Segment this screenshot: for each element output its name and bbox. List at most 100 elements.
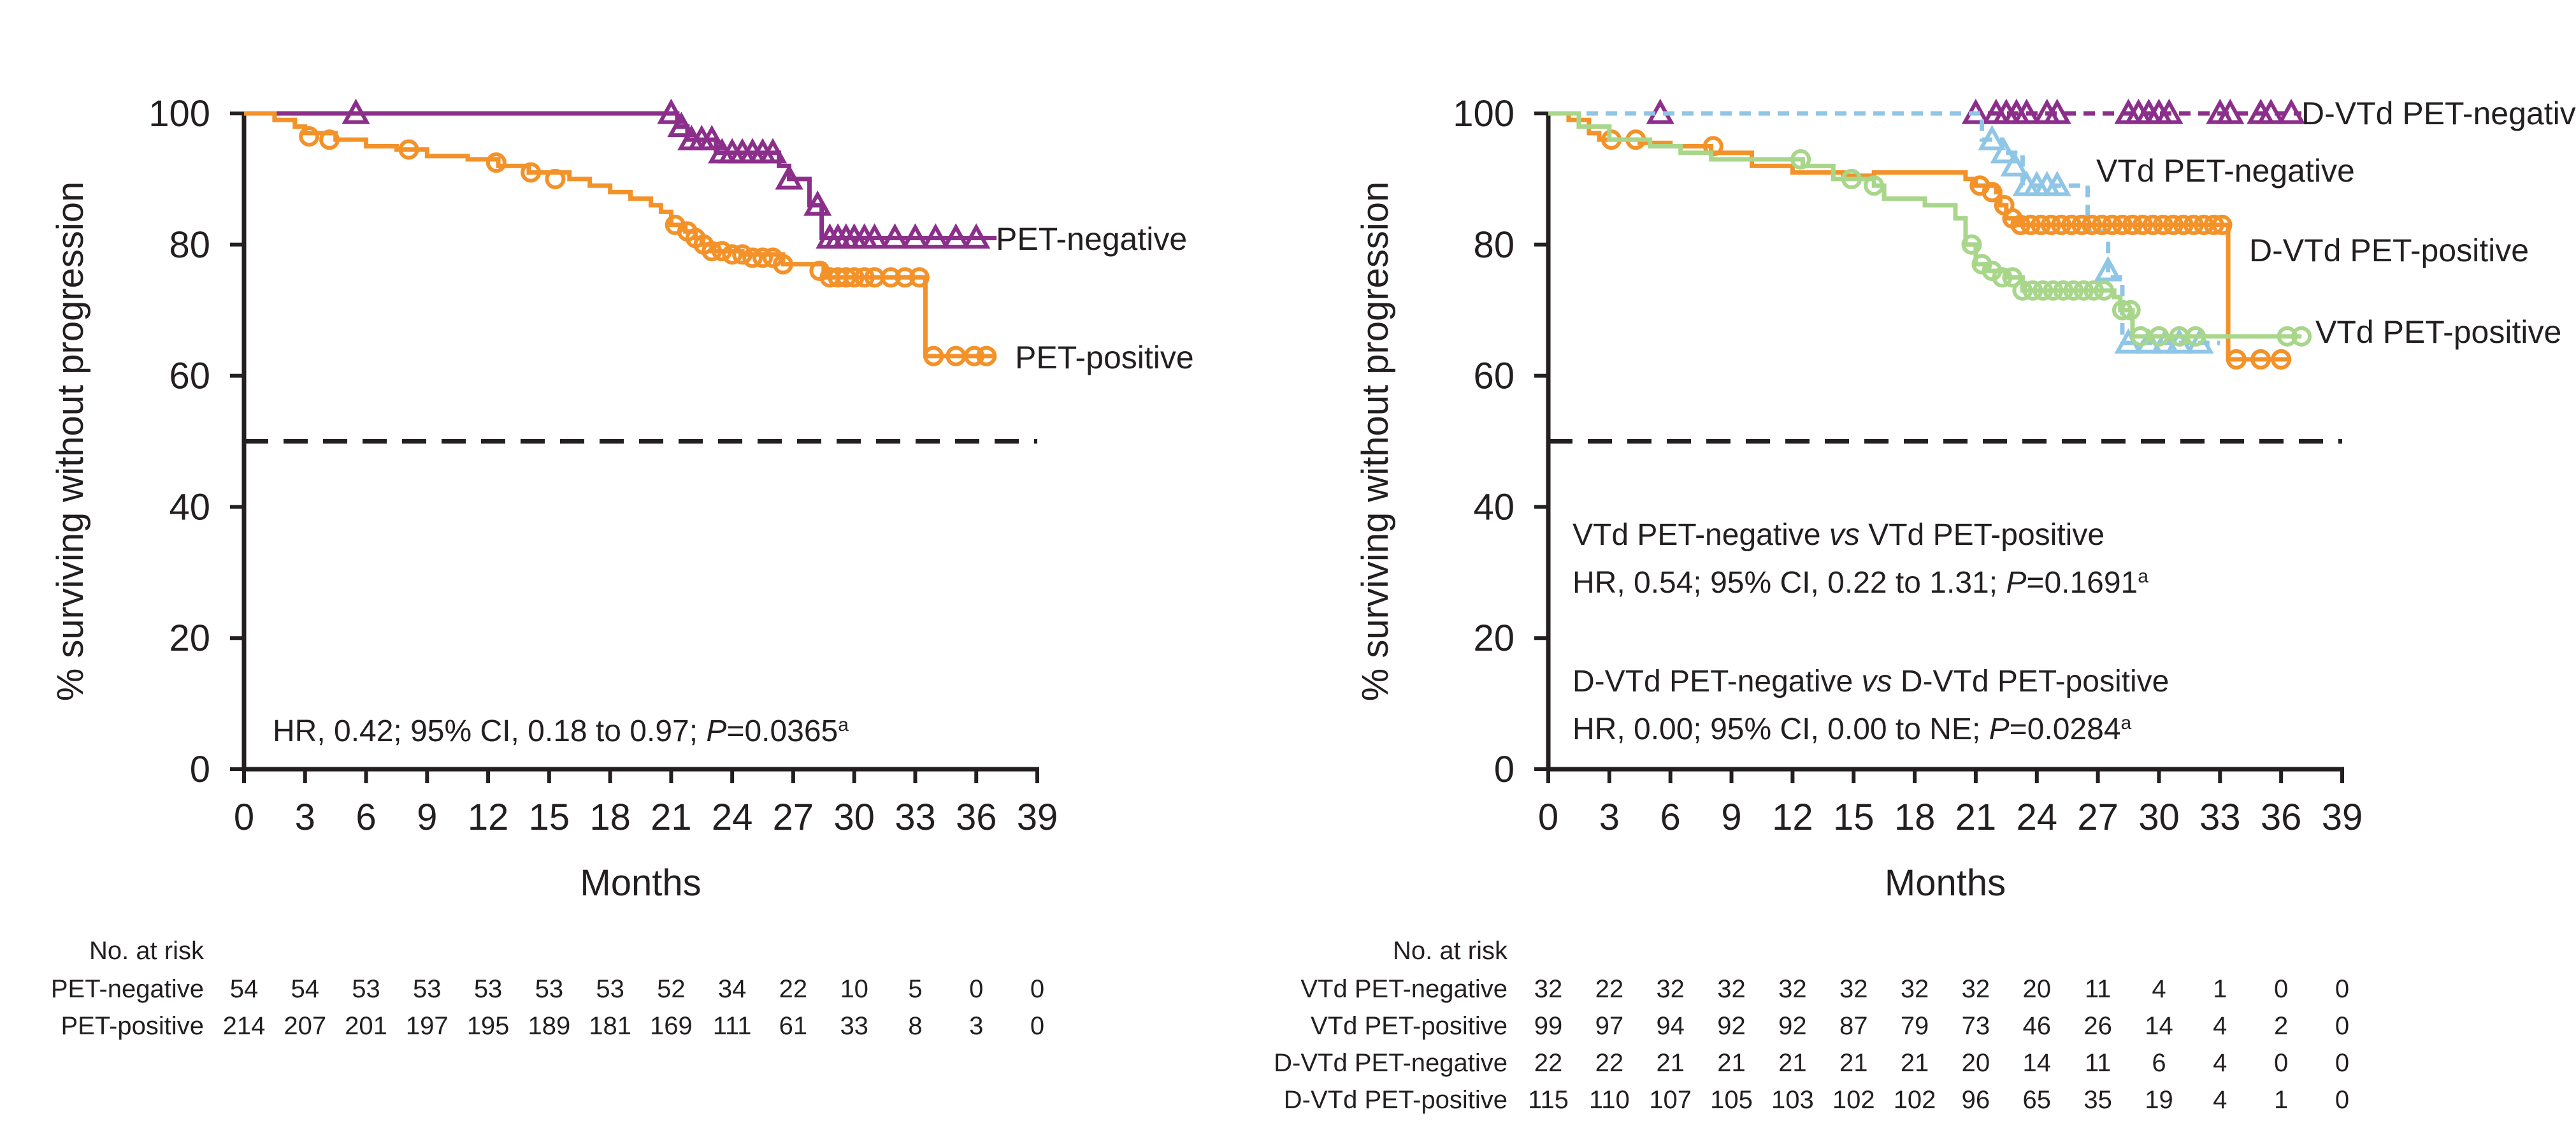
risk-count: 32 [1778, 975, 1807, 1003]
series-pet-negative [244, 98, 997, 249]
censor-mark [2073, 280, 2094, 301]
comparison-title-part: vs [1829, 518, 1860, 552]
censor-mark [2033, 280, 2054, 301]
risk-count: 22 [1595, 1049, 1624, 1077]
risk-count: 0 [1030, 975, 1044, 1003]
hazard-ratio-annotation-part: a [838, 714, 849, 735]
censor-mark [2051, 214, 2072, 235]
comparison-title: VTd PET-negative vs VTd PET-positive [1572, 518, 2105, 552]
censor-mark [702, 241, 723, 262]
risk-count: 0 [1030, 1012, 1044, 1040]
risk-count: 103 [1771, 1086, 1814, 1114]
censor-mark [854, 267, 875, 288]
censor-mark [742, 247, 763, 268]
y-tick-label: 80 [1473, 224, 1515, 266]
risk-count: 14 [2023, 1049, 2052, 1077]
censor-mark [342, 98, 370, 124]
legend-vtd-pet-negative: VTd PET-negative [2096, 153, 2355, 189]
censor-mark [2082, 214, 2103, 235]
x-axis-label: Months [1885, 862, 2006, 904]
hazard-ratio-annotation-part: a [2121, 712, 2132, 734]
x-tick-label: 6 [356, 797, 376, 838]
hazard-ratio-annotation-part: =0.1691 [2026, 566, 2138, 600]
censor-mark [732, 244, 753, 265]
x-tick-label: 18 [1894, 797, 1936, 838]
censor-mark [860, 223, 889, 249]
risk-count: 92 [1717, 1012, 1746, 1040]
x-tick-label: 30 [2138, 797, 2180, 838]
x-tick-label: 9 [417, 797, 437, 838]
legend-pet-positive: PET-positive [1015, 340, 1194, 375]
risk-count: 115 [1528, 1086, 1569, 1114]
risk-count: 102 [1832, 1086, 1875, 1114]
censor-mark [2071, 214, 2092, 235]
comparison-title: D-VTd PET-negative vs D-VTd PET-positive [1572, 665, 2169, 698]
censor-mark [657, 98, 686, 124]
risk-count: 107 [1649, 1086, 1692, 1114]
risk-count: 0 [2274, 1049, 2288, 1077]
censor-mark [2132, 214, 2153, 235]
censor-mark [2012, 280, 2033, 301]
censor-mark [909, 267, 930, 288]
risk-count: 4 [2213, 1086, 2227, 1114]
censor-mark [2183, 214, 2204, 235]
risk-count: 19 [2145, 1086, 2173, 1114]
risk-count: 2 [2274, 1012, 2288, 1040]
censor-mark [2148, 326, 2169, 347]
censor-mark [976, 345, 997, 366]
censor-mark [942, 223, 970, 249]
risk-count: 102 [1894, 1086, 1936, 1114]
censor-mark [803, 190, 832, 216]
risk-count: 32 [1717, 975, 1746, 1003]
censor-mark [2155, 98, 2184, 124]
risk-count: 54 [230, 975, 259, 1003]
risk-count: 33 [840, 1012, 868, 1040]
risk-row-label: D-VTd PET-positive [1284, 1086, 1507, 1114]
risk-count: 26 [2083, 1012, 2112, 1040]
hazard-ratio-annotation-part: =0.0365 [726, 714, 838, 748]
censor-mark [2257, 98, 2285, 124]
risk-count: 214 [223, 1012, 266, 1040]
censor-mark [545, 168, 566, 189]
risk-count: 53 [474, 975, 503, 1003]
risk-count: 32 [1656, 975, 1685, 1003]
x-tick-label: 0 [1538, 797, 1558, 838]
risk-count: 111 [713, 1012, 752, 1040]
censor-mark [2173, 214, 2194, 235]
censor-mark [2043, 171, 2071, 196]
censor-mark [2000, 151, 2029, 177]
censor-mark [2122, 214, 2143, 235]
risk-count: 52 [657, 975, 686, 1003]
risk-count: 21 [1656, 1049, 1685, 1077]
hazard-ratio-annotation-part: P [706, 714, 726, 748]
risk-count: 201 [345, 1012, 387, 1040]
y-tick-label: 20 [1473, 618, 1515, 659]
x-tick-label: 36 [956, 797, 997, 838]
risk-count: 0 [969, 975, 983, 1003]
y-tick-label: 60 [169, 356, 210, 397]
censor-mark [2031, 214, 2052, 235]
x-tick-label: 39 [2322, 797, 2363, 838]
km-curve [1548, 111, 2302, 339]
censor-mark [2061, 214, 2082, 235]
x-tick-label: 3 [1599, 797, 1620, 838]
censor-mark [2020, 214, 2041, 235]
y-tick-label: 40 [169, 486, 210, 528]
y-tick-label: 100 [1453, 93, 1515, 134]
risk-count: 195 [467, 1012, 510, 1040]
censor-mark [2041, 214, 2062, 235]
censor-mark [2271, 349, 2292, 370]
x-tick-label: 21 [651, 797, 692, 838]
censor-mark [299, 126, 320, 147]
censor-mark [2012, 98, 2041, 124]
hazard-ratio-annotation-part: P [1989, 712, 2010, 746]
x-tick-label: 6 [1660, 797, 1681, 838]
comparison-title-part: vs [1862, 665, 1892, 698]
censor-mark [1990, 138, 2018, 164]
censor-mark [319, 129, 340, 150]
censor-mark [2185, 326, 2206, 347]
censor-mark [1864, 175, 1885, 196]
risk-count: 32 [1962, 975, 1990, 1003]
x-tick-label: 33 [2199, 797, 2241, 838]
